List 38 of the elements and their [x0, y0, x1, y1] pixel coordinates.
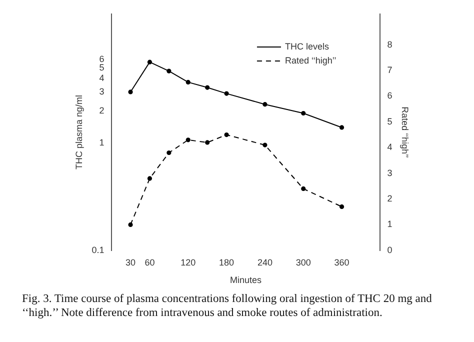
y2-tick-label: 7: [387, 65, 392, 76]
x-tick-label: 300: [296, 257, 311, 268]
point: [186, 80, 190, 85]
point: [205, 85, 210, 90]
y2-tick-label: 3: [387, 168, 392, 178]
x-tick-label: 120: [180, 257, 196, 268]
y2-tick-label: 6: [387, 90, 392, 101]
x-tick-label: 240: [257, 257, 272, 268]
y-tick-label: 6: [99, 54, 104, 64]
x-tick-label: 30: [126, 257, 136, 268]
x-tick-label: 60: [144, 257, 155, 268]
legend-label: Rated ‘‘high’’: [284, 55, 336, 66]
x-tick-label: 360: [334, 257, 350, 268]
point: [147, 60, 152, 64]
y-tick-label: 5: [99, 62, 104, 73]
x-axis-title: Minutes: [230, 275, 262, 286]
y-axis-title: THC plasma ng/ml: [74, 94, 84, 170]
y2-tick-label: 0: [387, 244, 392, 255]
legend-label: THC levels: [284, 41, 330, 52]
y2-tick-label: 8: [387, 39, 392, 50]
point: [166, 68, 172, 74]
caption: Fig. 3. Time course of plasma concentrations following oral ingestion of THC 20 mg and ‘‘high.’’ Note difference from intravenous and smoke routes of administration.: [22, 292, 433, 320]
y-tick-label: 2: [99, 105, 104, 116]
point: [301, 110, 306, 116]
y2-tick-label: 1: [387, 219, 392, 230]
y-tick-label: 0.1: [92, 244, 104, 255]
y2-tick-label: 2: [387, 193, 392, 204]
y-tick-label: 4: [99, 73, 104, 84]
y2-tick-label: 4: [387, 142, 392, 152]
y2-axis-title: Rated ‘‘high’’: [400, 106, 410, 158]
x-tick-label: 180: [219, 257, 234, 268]
y-tick-label: 1: [99, 138, 104, 148]
point: [224, 91, 229, 96]
point: [262, 102, 268, 107]
point: [339, 125, 344, 130]
y2-tick-label: 5: [387, 116, 392, 126]
point: [128, 90, 133, 94]
y-tick-label: 3: [99, 86, 104, 96]
